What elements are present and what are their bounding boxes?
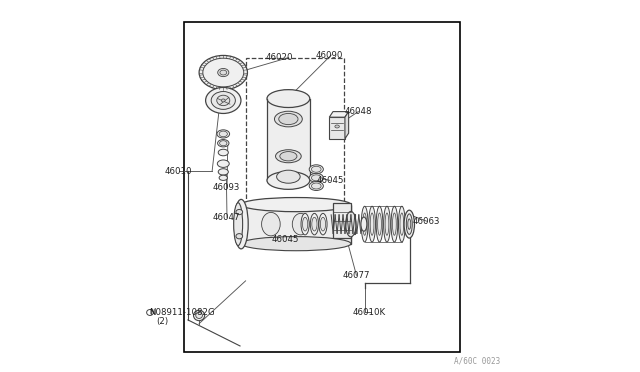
Ellipse shape xyxy=(310,214,319,235)
Text: N08911-1082G: N08911-1082G xyxy=(149,308,214,317)
Ellipse shape xyxy=(312,175,321,181)
Polygon shape xyxy=(330,112,349,117)
Ellipse shape xyxy=(217,130,230,138)
Ellipse shape xyxy=(279,113,298,125)
Ellipse shape xyxy=(408,219,411,229)
Ellipse shape xyxy=(234,203,243,246)
Ellipse shape xyxy=(262,212,280,236)
Ellipse shape xyxy=(361,217,367,231)
Ellipse shape xyxy=(221,99,225,102)
Ellipse shape xyxy=(301,214,309,235)
Ellipse shape xyxy=(319,214,327,235)
Ellipse shape xyxy=(309,173,323,182)
Text: 46020: 46020 xyxy=(266,53,294,62)
Ellipse shape xyxy=(196,312,202,318)
Ellipse shape xyxy=(236,209,243,215)
Ellipse shape xyxy=(312,183,321,189)
Text: 46010: 46010 xyxy=(164,167,192,176)
Ellipse shape xyxy=(241,237,351,251)
Ellipse shape xyxy=(236,234,243,239)
Ellipse shape xyxy=(335,125,339,128)
Text: 46047: 46047 xyxy=(213,213,241,222)
Text: A/60C 0023: A/60C 0023 xyxy=(454,356,500,365)
Polygon shape xyxy=(267,99,310,180)
Ellipse shape xyxy=(312,166,321,172)
Ellipse shape xyxy=(391,206,397,242)
Ellipse shape xyxy=(267,171,310,189)
Text: 46077: 46077 xyxy=(342,271,370,280)
Ellipse shape xyxy=(309,182,323,190)
Ellipse shape xyxy=(312,217,317,231)
Ellipse shape xyxy=(399,206,405,242)
Ellipse shape xyxy=(219,175,227,180)
Ellipse shape xyxy=(369,206,376,242)
Ellipse shape xyxy=(303,217,308,231)
Ellipse shape xyxy=(392,213,396,235)
Ellipse shape xyxy=(218,169,228,175)
Ellipse shape xyxy=(376,206,383,242)
Text: 46048: 46048 xyxy=(344,107,372,116)
Text: 46090: 46090 xyxy=(316,51,343,60)
Ellipse shape xyxy=(218,149,228,156)
Text: 46093: 46093 xyxy=(213,183,240,192)
Polygon shape xyxy=(241,205,351,244)
Ellipse shape xyxy=(276,150,301,163)
Text: N: N xyxy=(149,310,154,315)
Ellipse shape xyxy=(404,210,415,238)
Ellipse shape xyxy=(220,141,227,146)
Ellipse shape xyxy=(199,55,248,90)
Ellipse shape xyxy=(220,70,227,75)
Bar xyxy=(333,203,351,238)
Ellipse shape xyxy=(346,211,356,237)
Ellipse shape xyxy=(267,90,310,108)
Ellipse shape xyxy=(363,213,367,235)
Ellipse shape xyxy=(362,206,368,242)
Ellipse shape xyxy=(193,310,205,321)
Ellipse shape xyxy=(218,160,229,167)
Text: (2): (2) xyxy=(156,317,168,326)
Ellipse shape xyxy=(203,58,244,87)
Text: 46045: 46045 xyxy=(271,235,299,244)
Ellipse shape xyxy=(309,165,323,174)
Ellipse shape xyxy=(217,95,230,106)
Ellipse shape xyxy=(378,213,381,235)
Polygon shape xyxy=(345,112,349,139)
Ellipse shape xyxy=(400,213,404,235)
Polygon shape xyxy=(330,117,345,139)
Bar xyxy=(246,58,344,223)
Ellipse shape xyxy=(275,111,302,127)
Text: 46045: 46045 xyxy=(316,176,344,185)
Ellipse shape xyxy=(211,92,236,109)
Ellipse shape xyxy=(241,198,351,212)
Text: 46010K: 46010K xyxy=(353,308,386,317)
Text: 46063: 46063 xyxy=(412,217,440,226)
Ellipse shape xyxy=(383,206,390,242)
Polygon shape xyxy=(347,214,355,234)
Ellipse shape xyxy=(218,68,229,77)
Ellipse shape xyxy=(280,152,297,161)
Ellipse shape xyxy=(321,217,326,231)
Ellipse shape xyxy=(406,214,412,234)
Bar xyxy=(184,22,460,352)
Ellipse shape xyxy=(219,131,227,137)
Ellipse shape xyxy=(292,214,309,235)
Ellipse shape xyxy=(370,213,374,235)
Ellipse shape xyxy=(205,87,241,113)
Ellipse shape xyxy=(276,170,300,183)
Ellipse shape xyxy=(234,199,248,249)
Ellipse shape xyxy=(385,213,389,235)
Ellipse shape xyxy=(218,140,229,147)
